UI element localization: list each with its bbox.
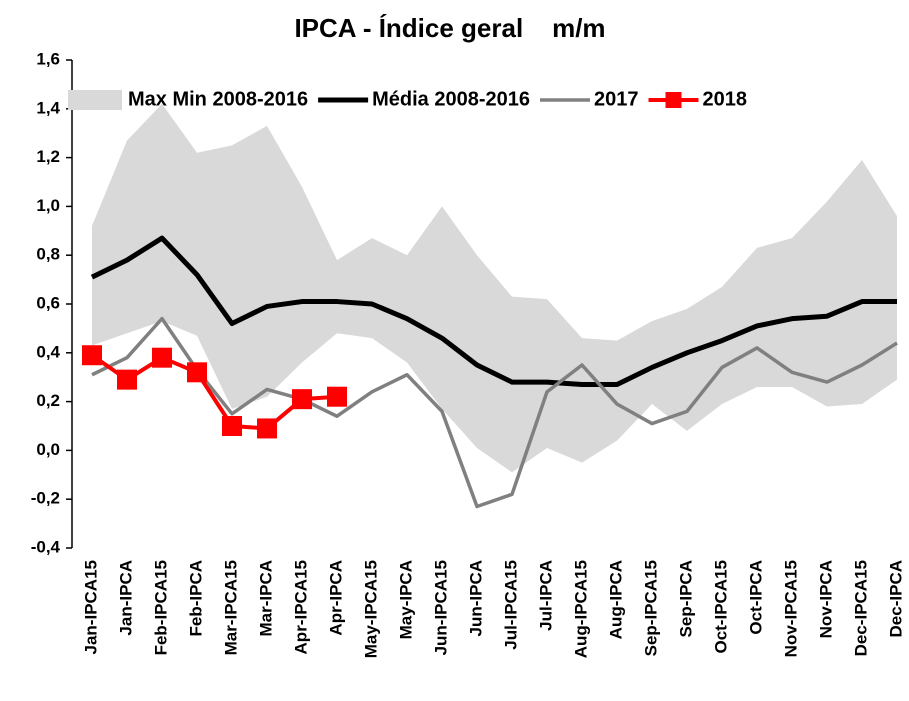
- x-tick-label: Sep-IPCA: [676, 560, 695, 637]
- x-tick-label: Jan-IPCA15: [81, 560, 100, 654]
- x-tick-label: Feb-IPCA: [186, 560, 205, 637]
- marker: [222, 416, 242, 436]
- band-layer: [92, 103, 897, 473]
- x-tick-label: Feb-IPCA15: [151, 560, 170, 655]
- x-tick-label: Aug-IPCA: [606, 560, 625, 639]
- marker: [187, 362, 207, 383]
- marker: [117, 369, 137, 390]
- x-tick-label: May-IPCA: [396, 560, 415, 639]
- band: [92, 103, 897, 473]
- legend-label: Max Min 2008-2016: [128, 88, 308, 110]
- x-tick-label: Jun-IPCA15: [431, 560, 450, 655]
- y-tick-label: -0,4: [31, 537, 61, 556]
- marker: [292, 389, 312, 410]
- y-tick-label: 1,0: [36, 196, 60, 215]
- line-layer: [82, 235, 898, 509]
- x-tick-label: Jun-IPCA: [466, 560, 485, 637]
- chart-title: IPCA - Índice geral m/m: [294, 13, 605, 43]
- x-tick-label: Nov-IPCA15: [781, 560, 800, 657]
- x-tick-label: Oct-IPCA15: [711, 560, 730, 654]
- marker: [327, 386, 347, 407]
- y-tick-label: 0,8: [36, 245, 60, 264]
- y-tick-label: 0,2: [36, 391, 60, 410]
- series-line: [91, 316, 898, 509]
- y-tick-label: 1,2: [36, 147, 60, 166]
- x-tick-label: Apr-IPCA: [326, 560, 345, 636]
- x-tick-label: Dec-IPCA: [886, 560, 905, 637]
- legend-label: 2018: [703, 88, 748, 110]
- x-tick-label: Mar-IPCA: [256, 560, 275, 637]
- y-tick-label: 0,6: [36, 293, 60, 312]
- x-tick-label: Jul-IPCA15: [501, 560, 520, 650]
- y-tick-label: 0,0: [36, 440, 60, 459]
- legend-label: 2017: [594, 88, 639, 110]
- marker: [257, 418, 277, 439]
- x-tick-label: May-IPCA15: [361, 560, 380, 658]
- x-tick-label: Aug-IPCA15: [571, 560, 590, 658]
- marker: [82, 345, 102, 366]
- x-tick-label: Apr-IPCA15: [291, 560, 310, 654]
- legend-swatch: [68, 90, 122, 110]
- x-tick-label: Dec-IPCA15: [851, 560, 870, 656]
- x-tick-label: Jan-IPCA: [116, 560, 135, 636]
- marker: [152, 347, 172, 368]
- y-tick-label: 0,4: [36, 342, 60, 361]
- x-tick-label: Oct-IPCA: [746, 560, 765, 635]
- x-tick-label: Jul-IPCA: [536, 560, 555, 631]
- y-tick-label: -0,2: [31, 489, 60, 508]
- series-line: [90, 235, 897, 388]
- legend-marker: [665, 92, 682, 108]
- x-tick-label: Mar-IPCA15: [221, 560, 240, 655]
- x-tick-label: Nov-IPCA: [816, 560, 835, 638]
- y-tick-label: 1,6: [36, 49, 60, 68]
- y-tick-label: 1,4: [36, 98, 60, 117]
- x-tick-label: Sep-IPCA15: [641, 560, 660, 656]
- legend-label: Média 2008-2016: [372, 88, 530, 110]
